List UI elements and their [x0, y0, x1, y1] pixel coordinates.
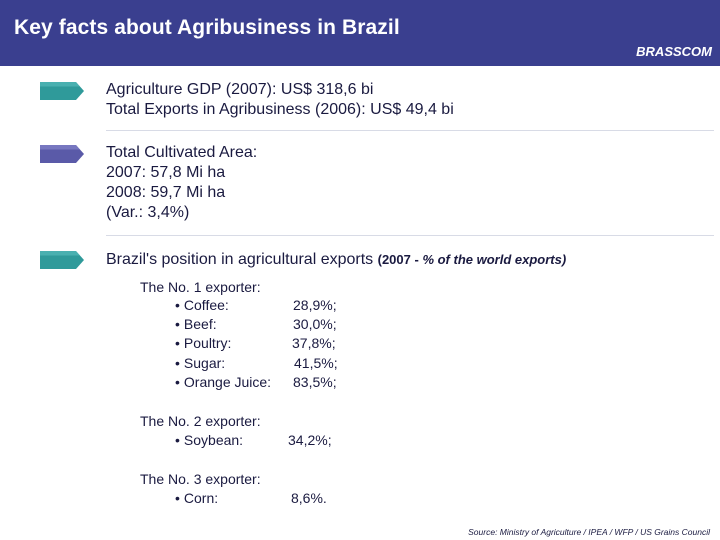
area-heading: Total Cultivated Area: [106, 144, 258, 161]
arrow-bullet-icon [40, 82, 84, 100]
area-variation: (Var.: 3,4%) [106, 204, 190, 221]
item-label: Soybean: [183, 432, 244, 448]
bullet-icon: • [175, 432, 180, 448]
item-label: Poultry: [183, 335, 232, 351]
exports-line: Total Exports in Agribusiness (2006): US… [106, 101, 454, 118]
item-value: 83,5%; [293, 374, 337, 390]
page-title: Key facts about Agribusiness in Brazil [14, 16, 400, 39]
item-label: Orange Juice: [183, 374, 272, 390]
item-value: 28,9%; [293, 297, 337, 313]
item-value: 37,8%; [292, 335, 336, 351]
list-item: • Beef: [175, 315, 217, 333]
exports-position-heading: Brazil's position in agricultural export… [106, 250, 566, 270]
section-gdp-exports: Agriculture GDP (2007): US$ 318,6 bi Tot… [106, 80, 454, 120]
group-title-no3: The No. 3 exporter: [140, 471, 261, 487]
item-label: Corn: [183, 490, 219, 506]
bullet-icon: • [175, 316, 180, 332]
arrow-bullet-icon [40, 251, 84, 269]
item-value: 30,0%; [293, 316, 337, 332]
list-item: • Corn: [175, 489, 218, 507]
item-value: 8,6%. [291, 490, 327, 506]
bullet-icon: • [175, 355, 180, 371]
item-label: Coffee: [183, 297, 229, 313]
bullet-icon: • [175, 490, 180, 506]
item-value: 34,2%; [288, 432, 332, 448]
title-bar: Key facts about Agribusiness in Brazil B… [0, 0, 720, 66]
item-label: Sugar: [183, 355, 226, 371]
note-italic: % of the world exports) [422, 252, 567, 267]
list-item: • Soybean: [175, 431, 243, 449]
item-value: 41,5%; [294, 355, 338, 371]
bullet-icon: • [175, 297, 180, 313]
divider [106, 130, 714, 131]
list-item: • Sugar: [175, 354, 225, 372]
group-title-no1: The No. 1 exporter: [140, 279, 261, 295]
area-2008: 2008: 59,7 Mi ha [106, 184, 226, 201]
note-prefix: (2007 - [377, 252, 423, 267]
gdp-line: Agriculture GDP (2007): US$ 318,6 bi [106, 81, 374, 98]
bullet-icon: • [175, 335, 180, 351]
arrow-bullet-icon [40, 145, 84, 163]
list-item: • Poultry: [175, 334, 231, 352]
source-note: Source: Ministry of Agriculture / IPEA /… [468, 527, 710, 537]
section-cultivated-area: Total Cultivated Area: 2007: 57,8 Mi ha … [106, 143, 257, 223]
item-label: Beef: [183, 316, 217, 332]
list-item: • Coffee: [175, 296, 229, 314]
group-title-no2: The No. 2 exporter: [140, 413, 261, 429]
divider [106, 235, 714, 236]
brand-label: BRASSCOM [636, 44, 712, 59]
exports-heading-note: (2007 - % of the world exports) [378, 252, 567, 267]
list-item: • Orange Juice: [175, 373, 271, 391]
bullet-icon: • [175, 374, 180, 390]
exports-heading-text: Brazil's position in agricultural export… [106, 251, 374, 268]
area-2007: 2007: 57,8 Mi ha [106, 164, 226, 181]
